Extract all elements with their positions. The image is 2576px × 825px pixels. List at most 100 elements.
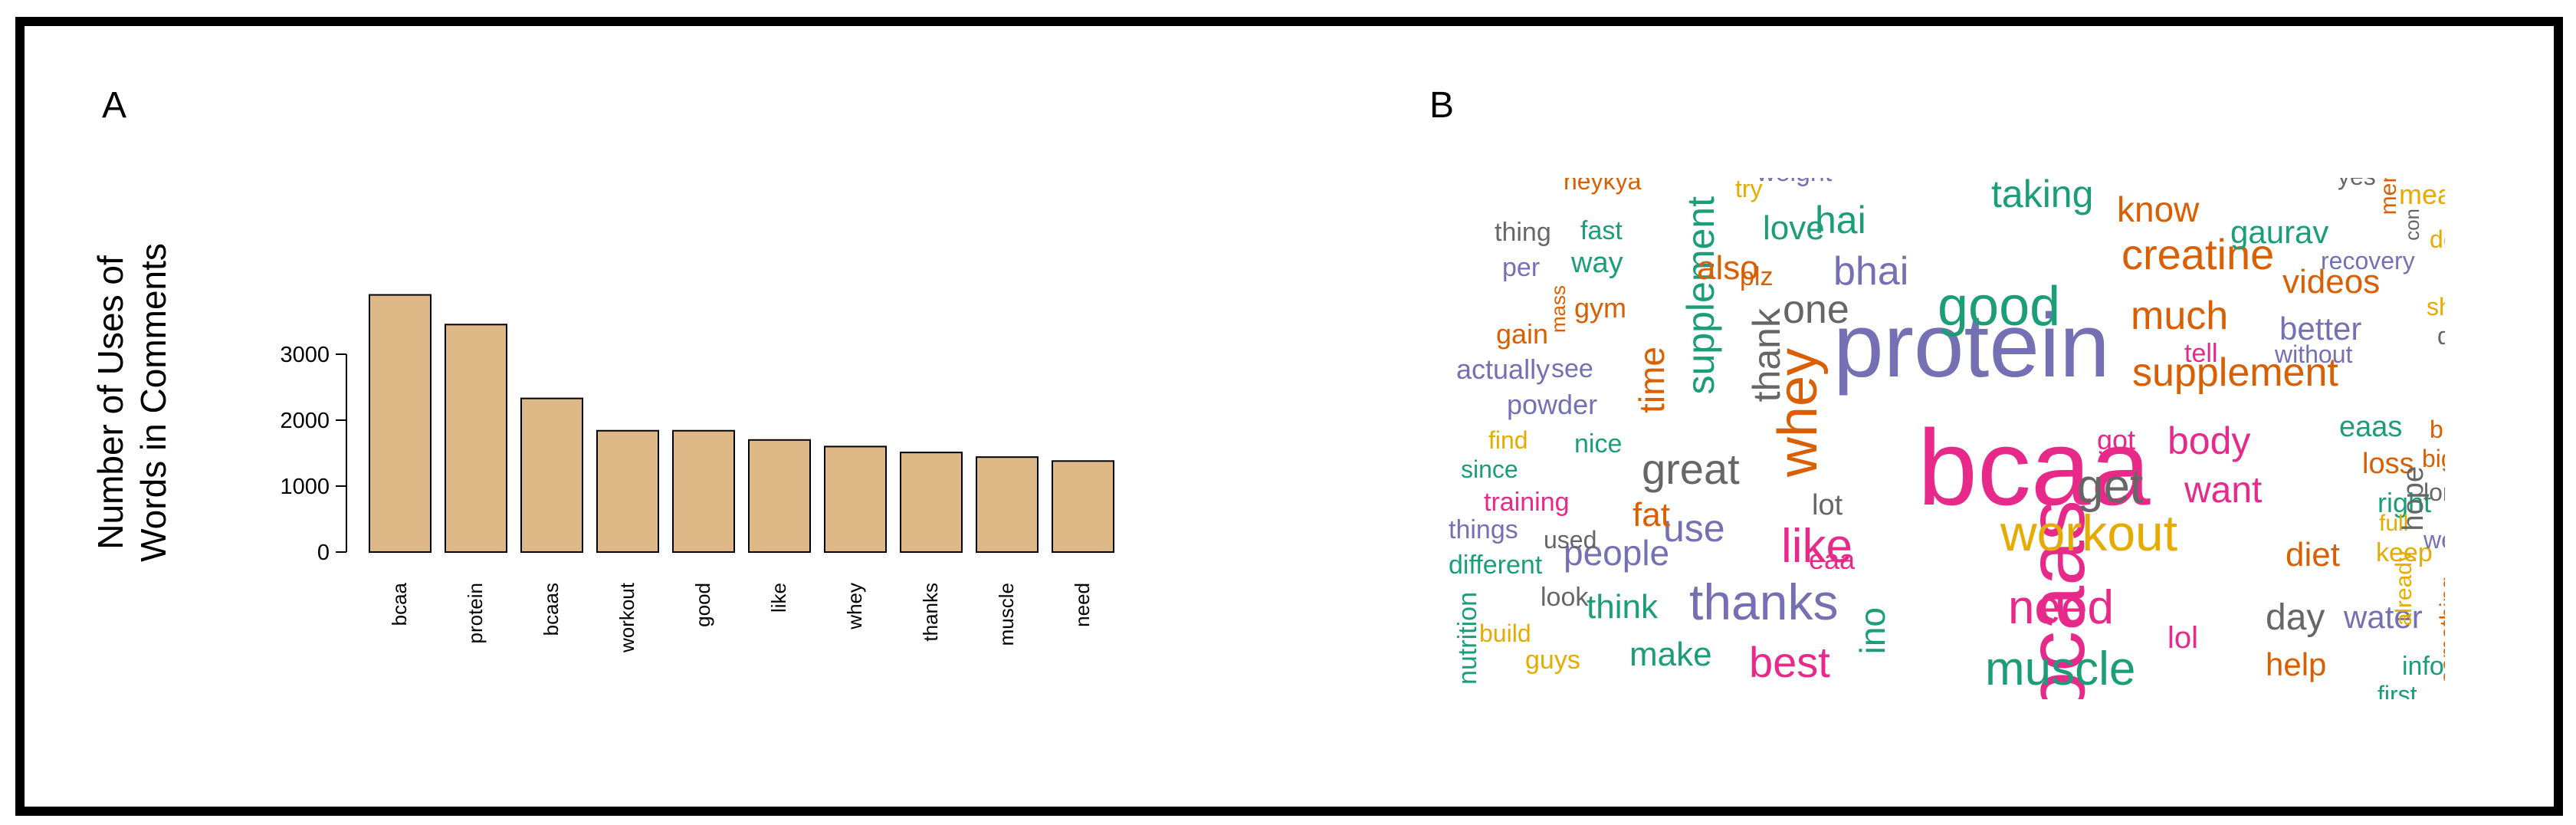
cloud-word: plz — [1740, 262, 1774, 291]
cloud-word: build — [1479, 620, 1531, 647]
cloud-word: big — [2422, 445, 2445, 472]
bar-workout — [596, 429, 659, 554]
cloud-word: guys — [1525, 646, 1580, 675]
y-axis-title-line: Number of Uses of — [90, 255, 130, 550]
bar-good — [672, 429, 735, 554]
cloud-word: thanks — [1689, 574, 1839, 630]
y-tick-label: 0 — [317, 541, 330, 565]
cloud-word: fast — [1580, 216, 1623, 245]
x-tick-label: muscle — [995, 583, 1018, 646]
cloud-word: also — [1697, 249, 1759, 287]
cloud-word: actually — [1456, 353, 1551, 385]
cloud-word: thank — [1745, 308, 1788, 403]
cloud-word: done — [2430, 225, 2445, 253]
cloud-word: lot — [1812, 489, 1843, 521]
cloud-word: one — [1783, 288, 1849, 332]
cloud-word: nice — [1574, 429, 1623, 459]
cloud-word: lol — [2167, 621, 2199, 655]
cloud-word: way — [1571, 247, 1623, 279]
cloud-word: fat — [1633, 496, 1670, 534]
x-tick-label: thanks — [919, 583, 942, 642]
cloud-word: need — [2008, 581, 2114, 634]
cloud-word: without — [2275, 340, 2353, 368]
cloud-word: help — [2266, 646, 2327, 682]
cloud-word: training — [1484, 488, 1570, 517]
cloud-word: diet — [2286, 536, 2340, 574]
bar-like — [748, 439, 811, 553]
cloud-word: look — [1541, 583, 1589, 612]
cloud-word: long — [2423, 478, 2445, 506]
cloud-word: got — [2097, 424, 2136, 455]
cloud-word: muscle — [1985, 643, 2136, 695]
cloud-word: know — [2117, 189, 2200, 229]
cloud-word: use — [1663, 507, 1725, 550]
cloud-word: powder — [1507, 389, 1598, 420]
cloud-word: great — [1642, 445, 1740, 493]
cloud-word: days — [2437, 322, 2445, 350]
cloud-word: recovery — [2321, 247, 2415, 274]
cloud-word: shake — [2427, 293, 2445, 320]
cloud-word: loss — [2362, 448, 2414, 480]
cloud-word: get — [2077, 460, 2144, 513]
cloud-word: week — [2423, 526, 2445, 554]
figure-frame — [15, 17, 2563, 816]
cloud-word: bhi — [2430, 416, 2445, 443]
cloud-word: videos — [2282, 263, 2381, 301]
cloud-word: different — [1449, 551, 1543, 580]
cloud-word: body — [2167, 419, 2251, 462]
x-tick-label: good — [691, 583, 714, 627]
x-tick-label: workout — [615, 582, 638, 653]
cloud-word: love — [1763, 209, 1825, 247]
cloud-word: see — [1551, 354, 1593, 383]
cloud-word: good — [1938, 276, 2061, 337]
bar-bcaas — [520, 397, 583, 553]
cloud-word: something — [2436, 577, 2445, 683]
cloud-word: already — [2391, 551, 2417, 626]
cloud-word: workout — [2000, 505, 2178, 561]
cloud-word: thing — [1495, 218, 1551, 247]
cloud-word: bhai — [1833, 249, 1909, 294]
cloud-word: eaas — [2339, 411, 2403, 443]
cloud-word: protein — [1833, 295, 2110, 396]
cloud-word: first — [2377, 681, 2417, 699]
cloud-word: things — [1449, 515, 1518, 544]
word-cloud: bcaa protein bcaas workout good whey like thank… — [1449, 178, 2445, 699]
cloud-word: bcaa — [1918, 407, 2151, 528]
cloud-word: meal — [2399, 179, 2445, 210]
cloud-word: think — [1587, 588, 1658, 626]
bar-muscle — [976, 456, 1039, 553]
cloud-word: much — [2131, 294, 2229, 338]
cloud-word: ino — [1852, 607, 1892, 655]
cloud-word: water — [2344, 599, 2423, 635]
cloud-word: time — [1632, 347, 1672, 413]
cloud-word: hope — [2397, 466, 2430, 531]
cloud-word: creatine — [2122, 230, 2275, 278]
cloud-word: hai — [1815, 199, 1866, 242]
x-tick-label: protein — [464, 583, 487, 644]
x-tick-label: need — [1071, 583, 1094, 627]
cloud-word: want — [2184, 470, 2263, 511]
cloud-word: yes — [2338, 178, 2376, 189]
y-axis-title-line: Words in Comments — [133, 243, 173, 562]
cloud-word: since — [1461, 455, 1518, 483]
cloud-word: con — [2400, 209, 2423, 241]
cloud-word: make — [1629, 636, 1712, 673]
panel-b-label: B — [1429, 85, 1455, 126]
cloud-word: people — [1564, 533, 1670, 573]
y-tick-label: 1000 — [280, 475, 330, 499]
cloud-word: gaurav — [2230, 214, 2329, 250]
bar-need — [1052, 460, 1114, 554]
cloud-word: heykya — [1564, 178, 1642, 195]
cloud-word: better — [2279, 311, 2362, 347]
cloud-word: day — [2266, 597, 2325, 638]
cloud-word: full — [2379, 511, 2409, 536]
bar-thanks — [900, 452, 963, 554]
cloud-word: supplement — [2132, 350, 2338, 395]
cloud-word: mass — [1547, 285, 1570, 334]
bar-whey — [824, 445, 887, 554]
cloud-word: per — [1502, 253, 1541, 282]
x-tick-label: whey — [843, 583, 866, 630]
cloud-word: gain — [1496, 318, 1549, 350]
panel-a-label: A — [102, 85, 127, 126]
